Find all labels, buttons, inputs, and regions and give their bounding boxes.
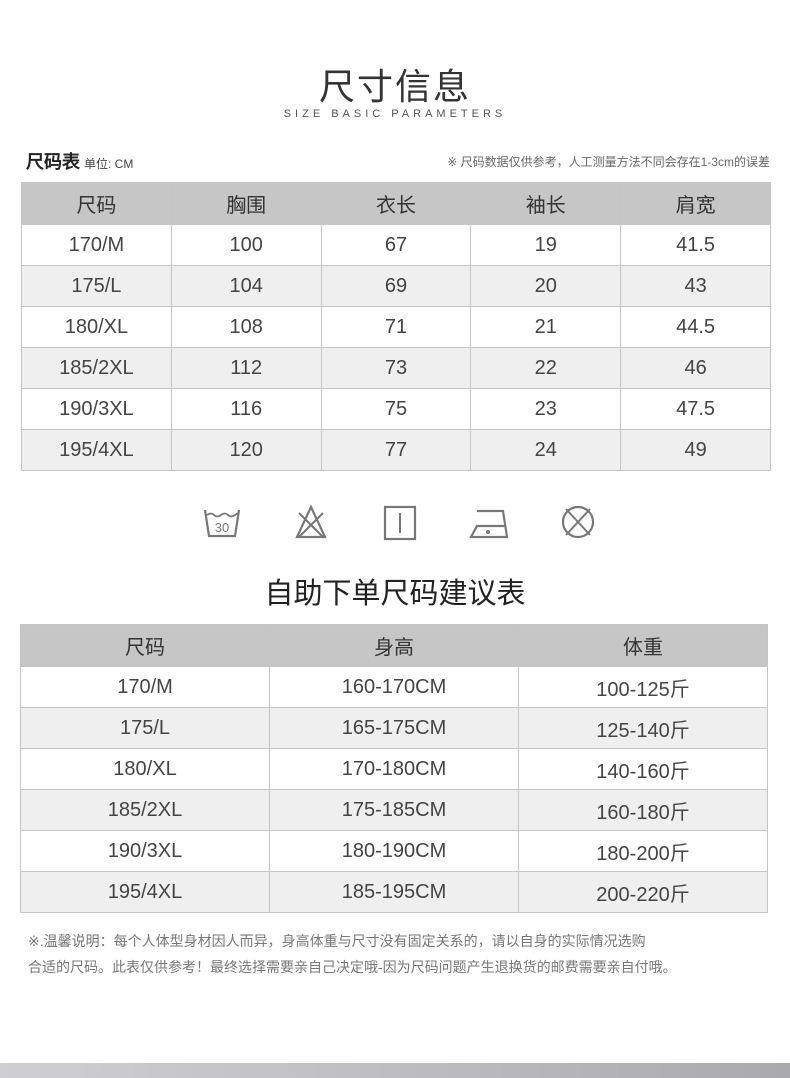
- unit-label: 单位: CM: [84, 157, 134, 171]
- table-cell: 69: [320, 265, 472, 307]
- table-cell: 180-200斤: [518, 830, 768, 872]
- table-row: 190/3XL 116 75 23 47.5: [21, 388, 771, 430]
- table-cell: 116: [170, 388, 322, 430]
- table-cell: 100: [170, 224, 322, 266]
- table-cell: 180-190CM: [269, 830, 519, 872]
- table-cell: 195/4XL: [21, 429, 172, 471]
- table-cell: 190/3XL: [21, 388, 172, 430]
- column-header: 肩宽: [620, 182, 771, 225]
- wash-30-icon: 30: [203, 509, 241, 538]
- table-cell: 185/2XL: [20, 789, 270, 831]
- table-row: 185/2XL 175-185CM 160-180斤: [20, 789, 768, 831]
- column-header: 袖长: [470, 182, 622, 225]
- table-cell: 170/M: [21, 224, 172, 266]
- no-bleach-icon: [295, 504, 327, 539]
- table-cell: 77: [320, 429, 472, 471]
- table-cell: 43: [620, 265, 771, 307]
- size-table-title: 尺码表: [26, 152, 80, 172]
- table-cell: 46: [620, 347, 771, 389]
- no-dry-clean-icon: [561, 505, 595, 539]
- table-cell: 180/XL: [21, 306, 172, 348]
- table-cell: 160-180斤: [518, 789, 768, 831]
- table-row: 170/M 100 67 19 41.5: [21, 224, 771, 266]
- note-line: ※.温馨说明：每个人体型身材因人而异，身高体重与尺寸没有固定关系的，请以自身的实…: [28, 933, 646, 949]
- table-cell: 125-140斤: [518, 707, 768, 749]
- table-row: 175/L 165-175CM 125-140斤: [20, 707, 768, 749]
- table-cell: 190/3XL: [20, 830, 270, 872]
- hang-dry-icon: [383, 505, 417, 541]
- column-header: 身高: [269, 624, 519, 667]
- table-cell: 180/XL: [20, 748, 270, 790]
- table-cell: 24: [470, 429, 622, 471]
- table-cell: 22: [470, 347, 622, 389]
- table-cell: 75: [320, 388, 472, 430]
- care-icons: 30: [200, 500, 600, 550]
- table-row: 190/3XL 180-190CM 180-200斤: [20, 830, 768, 872]
- bottom-bar: [0, 1063, 790, 1078]
- table-row: 180/XL 170-180CM 140-160斤: [20, 748, 768, 790]
- table-cell: 175/L: [20, 707, 270, 749]
- table-cell: 170/M: [20, 666, 270, 708]
- table-cell: 160-170CM: [269, 666, 519, 708]
- size-table: 尺码 胸围 衣长 袖长 肩宽 170/M 100 67 19 41.5 175/L 104 69 20 4…: [21, 182, 771, 471]
- table-cell: 195/4XL: [20, 871, 270, 913]
- table-row: 180/XL 108 71 21 44.5: [21, 306, 771, 348]
- table-cell: 44.5: [620, 306, 771, 348]
- table-row: 195/4XL 185-195CM 200-220斤: [20, 871, 768, 913]
- table-cell: 185/2XL: [21, 347, 172, 389]
- table-cell: 100-125斤: [518, 666, 768, 708]
- table-cell: 23: [470, 388, 622, 430]
- table-row: 175/L 104 69 20 43: [21, 265, 771, 307]
- table-cell: 120: [170, 429, 322, 471]
- table-cell: 19: [470, 224, 622, 266]
- table-cell: 170-180CM: [269, 748, 519, 790]
- column-header: 尺码: [21, 182, 172, 225]
- notes: ※.温馨说明：每个人体型身材因人而异，身高体重与尺寸没有固定关系的，请以自身的实…: [28, 928, 677, 980]
- column-header: 胸围: [170, 182, 322, 225]
- table-cell: 175-185CM: [269, 789, 519, 831]
- table-cell: 49: [620, 429, 771, 471]
- table-cell: 47.5: [620, 388, 771, 430]
- table-cell: 200-220斤: [518, 871, 768, 913]
- table-cell: 73: [320, 347, 472, 389]
- table-cell: 108: [170, 306, 322, 348]
- table-cell: 71: [320, 306, 472, 348]
- page-title: 尺寸信息: [318, 66, 471, 107]
- iron-low-icon: [469, 509, 509, 539]
- table-cell: 185-195CM: [269, 871, 519, 913]
- table-row: 195/4XL 120 77 24 49: [21, 429, 771, 471]
- recommend-table: 尺码 身高 体重 170/M 160-170CM 100-125斤 175/L 165-17…: [20, 624, 768, 913]
- table-row: 185/2XL 112 73 22 46: [21, 347, 771, 389]
- table-cell: 20: [470, 265, 622, 307]
- size-table-label: 尺码表 单位: CM: [26, 148, 133, 174]
- wash-temp-label: 30: [215, 520, 229, 535]
- table-cell: 104: [170, 265, 322, 307]
- table-cell: 165-175CM: [269, 707, 519, 749]
- column-header: 体重: [518, 624, 768, 667]
- column-header: 尺码: [20, 624, 270, 667]
- recommend-table-title: 自助下单尺码建议表: [264, 578, 526, 610]
- measurement-note: ※ 尺码数据仅供参考，人工测量方法不同会存在1-3cm的误差: [447, 155, 770, 169]
- table-cell: 175/L: [21, 265, 172, 307]
- table-row: 170/M 160-170CM 100-125斤: [20, 666, 768, 708]
- table-cell: 41.5: [620, 224, 771, 266]
- table-cell: 21: [470, 306, 622, 348]
- note-line: 合适的尺码。此表仅供参考！最终选择需要亲自己决定哦-因为尺码问题产生退换货的邮费…: [28, 959, 677, 975]
- table-cell: 67: [320, 224, 472, 266]
- table-cell: 112: [170, 347, 322, 389]
- page-subtitle: SIZE BASIC PARAMETERS: [283, 108, 507, 120]
- table-cell: 140-160斤: [518, 748, 768, 790]
- column-header: 衣长: [320, 182, 472, 225]
